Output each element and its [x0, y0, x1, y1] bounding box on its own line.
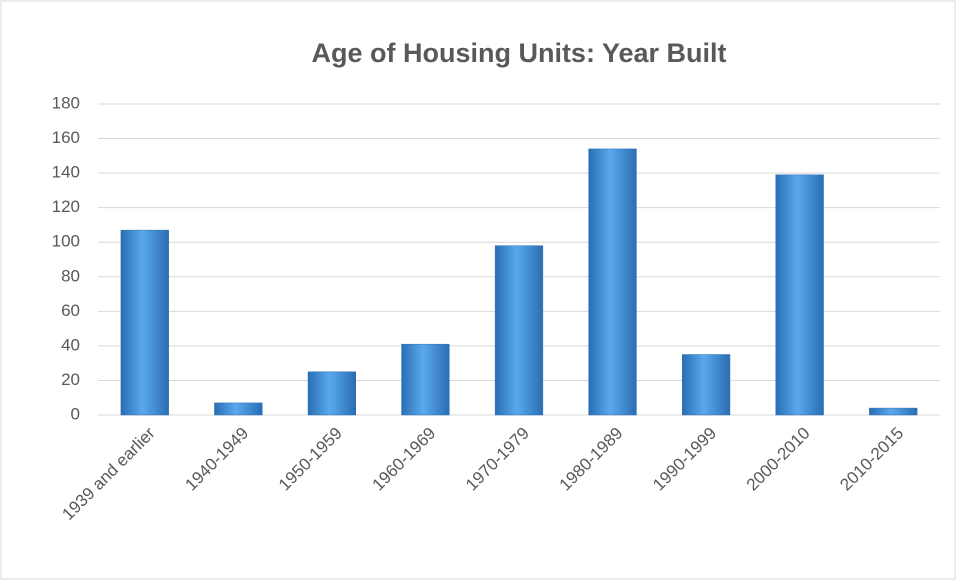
y-tick-label: 60 — [61, 301, 80, 320]
bar — [775, 174, 824, 416]
bar — [588, 148, 637, 416]
y-tick-label: 180 — [52, 93, 80, 112]
y-tick-label: 0 — [71, 404, 80, 423]
chart-title: Age of Housing Units: Year Built — [311, 38, 726, 68]
y-tick-label: 120 — [52, 197, 80, 216]
bar — [401, 343, 450, 416]
y-tick-label: 20 — [61, 370, 80, 389]
bar — [682, 354, 731, 416]
bar — [307, 371, 356, 416]
bar — [214, 402, 263, 416]
y-tick-label: 80 — [61, 266, 80, 285]
bar — [120, 229, 169, 416]
y-tick-label: 40 — [61, 335, 80, 354]
bar — [869, 407, 918, 416]
bar — [494, 245, 544, 416]
y-tick-label: 160 — [52, 128, 80, 147]
y-tick-label: 140 — [52, 163, 80, 182]
y-tick-label: 100 — [52, 232, 80, 251]
